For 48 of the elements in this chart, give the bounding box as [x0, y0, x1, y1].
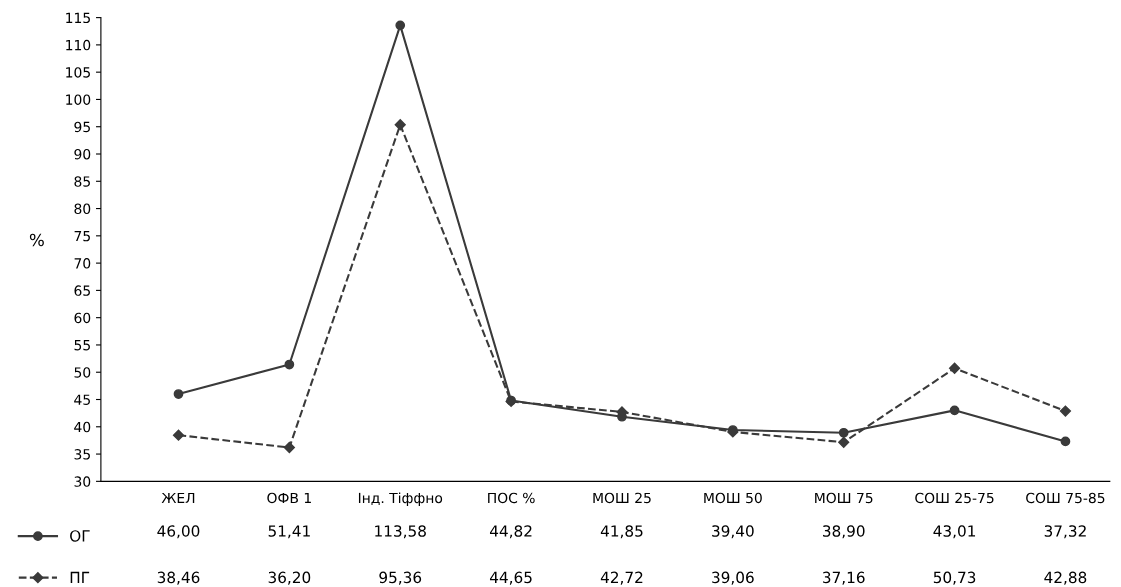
legend-label: ПГ: [70, 571, 90, 583]
x-tick-label: ЖЕЛ: [161, 492, 195, 503]
data-label: 95,36: [379, 571, 422, 585]
data-label: 38,46: [157, 571, 200, 585]
y-axis-title: %: [29, 233, 44, 247]
y-tick-label: 35: [74, 449, 90, 460]
y-tick-label: 100: [66, 94, 91, 105]
x-tick-label: Інд. Тіффно: [358, 492, 443, 506]
x-tick-label: ОФВ 1: [267, 492, 311, 504]
y-tick-label: 95: [74, 121, 90, 133]
data-label: 51,41: [268, 525, 310, 539]
x-tick-label: МОШ 25: [593, 492, 651, 504]
x-tick-label: СОШ 25-75: [915, 492, 994, 504]
x-tick-label: СОШ 75-85: [1026, 492, 1105, 504]
data-label: 36,20: [268, 571, 311, 585]
data-label: 113,58: [375, 525, 426, 539]
y-tick-label: 40: [74, 421, 91, 433]
legend-label: ОГ: [70, 530, 90, 542]
y-tick-label: 115: [66, 12, 90, 24]
data-label: 46,00: [157, 525, 200, 539]
data-label: 39,40: [712, 525, 754, 539]
y-tick-label: 45: [74, 394, 90, 405]
data-label: 37,16: [823, 571, 865, 585]
data-label: 39,06: [712, 571, 754, 585]
y-tick-label: 30: [74, 476, 91, 487]
y-tick-label: 70: [74, 258, 91, 269]
y-tick-label: 105: [66, 67, 90, 78]
data-label: 37,32: [1044, 525, 1086, 539]
data-label: 50,73: [933, 571, 976, 585]
data-label: 38,90: [823, 525, 865, 539]
y-tick-label: 75: [74, 230, 90, 242]
data-label: 42,88: [1044, 571, 1087, 585]
x-tick-label: ПОС %: [488, 492, 535, 504]
x-tick-label: МОШ 50: [704, 492, 762, 504]
y-tick-label: 110: [66, 39, 91, 51]
y-tick-label: 65: [74, 285, 90, 296]
data-label: 44,65: [489, 571, 532, 585]
data-label: 44,82: [489, 525, 532, 539]
y-tick-label: 60: [74, 312, 91, 324]
data-label: 43,01: [933, 525, 976, 539]
y-tick-label: 85: [74, 176, 90, 187]
x-tick-label: МОШ 75: [815, 492, 873, 504]
y-tick-label: 50: [74, 367, 91, 378]
y-tick-label: 90: [74, 148, 91, 160]
y-tick-label: 55: [74, 340, 90, 351]
data-label: 41,85: [600, 525, 643, 539]
y-tick-label: 80: [74, 203, 91, 215]
data-label: 42,72: [600, 571, 643, 585]
